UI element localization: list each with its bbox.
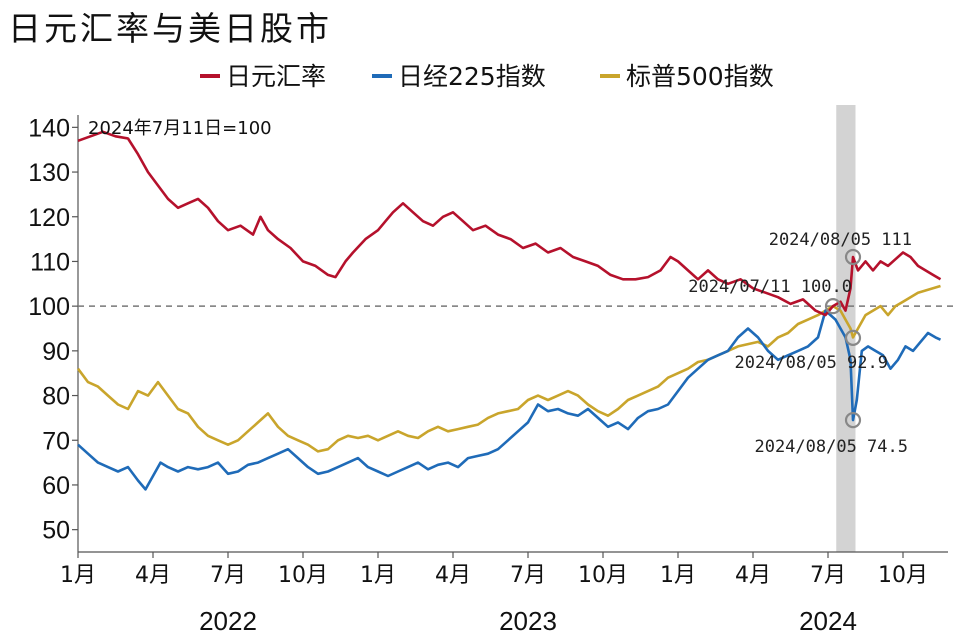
year-label: 2024 (799, 606, 857, 636)
y-tick-label: 80 (42, 383, 70, 411)
x-tick-label: 7月 (510, 563, 546, 588)
y-tick-label: 70 (42, 427, 70, 455)
year-label: 2022 (199, 606, 257, 636)
year-label: 2023 (499, 606, 557, 636)
index-base-note: 2024年7月11日=100 (88, 118, 272, 139)
legend-label-0: 日元汇率 (226, 62, 326, 91)
annotation-marker (844, 248, 862, 266)
x-tick-label: 7月 (210, 563, 246, 588)
y-tick-label: 140 (28, 114, 70, 142)
annotation-marker (824, 298, 842, 315)
legend: 日元汇率 日经225指数 标普500指数 (200, 62, 774, 91)
annotation-label: 2024/08/05 111 (769, 230, 912, 250)
annotation-label: 2024/07/11 100.0 (688, 277, 852, 297)
annotation-label: 2024/08/05 92.9 (734, 353, 888, 373)
shaded-period (836, 105, 856, 552)
x-tick-label: 10月 (878, 563, 928, 588)
x-tick-label: 7月 (810, 563, 846, 588)
x-tick-label: 10月 (278, 563, 328, 588)
y-tick-label: 90 (42, 338, 70, 366)
shaded-period-layer (836, 105, 856, 552)
series-layer (76, 130, 942, 491)
y-tick-label: 130 (28, 159, 70, 187)
y-tick-label: 60 (42, 472, 70, 500)
x-tick-label: 10月 (578, 563, 628, 588)
x-tick-label: 4月 (735, 563, 771, 588)
y-tick-label: 50 (42, 517, 70, 545)
x-tick-label: 1月 (360, 563, 396, 588)
x-tick-label: 4月 (135, 563, 171, 588)
y-tick-label: 100 (28, 293, 70, 321)
chart-title: 日元汇率与美日股市 (8, 9, 332, 48)
x-tick-label: 1月 (660, 563, 696, 588)
axes-layer: 50 60 70 80 90 100 110 120 130 140 1月 4月 7月 10月 1月 4月 7月… (28, 114, 956, 636)
series-line-1 (77, 309, 942, 491)
y-tick-label: 110 (30, 248, 70, 276)
series-line-0 (77, 130, 942, 317)
annotation-label: 2024/08/05 74.5 (754, 437, 908, 457)
annotation-marker (844, 329, 862, 346)
annotation-layer: 2024/07/11 100.0 2024/08/05 111 2024/08/05… (688, 230, 912, 457)
series-line-2 (76, 284, 941, 453)
legend-label-2: 标普500指数 (626, 62, 774, 91)
y-tick-label: 120 (28, 204, 70, 232)
annotation-marker (844, 412, 862, 429)
legend-label-1: 日经225指数 (398, 62, 546, 91)
x-tick-label: 1月 (60, 563, 96, 588)
x-tick-label: 4月 (435, 563, 471, 588)
